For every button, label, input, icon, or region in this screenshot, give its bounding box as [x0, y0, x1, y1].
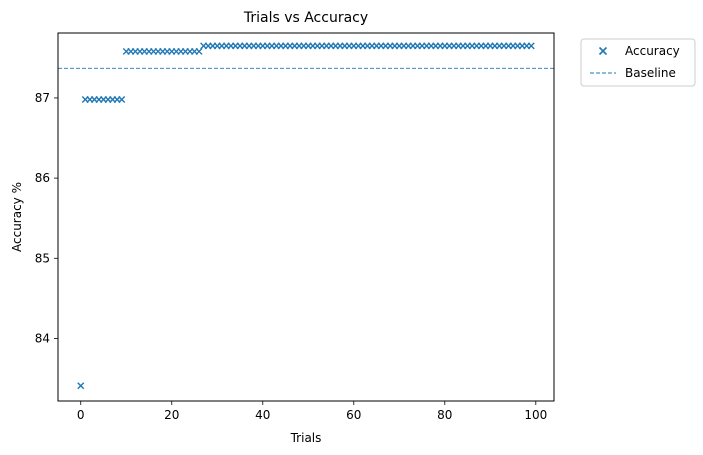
y-axis: 84 85 86 87 [35, 91, 58, 345]
legend-baseline-label: Baseline [625, 66, 676, 80]
plot-frame [57, 32, 555, 402]
y-tick-label: 84 [35, 331, 50, 345]
y-axis-label: Accuracy % [10, 182, 24, 252]
y-tick-label: 85 [35, 251, 50, 265]
x-axis: 0 20 40 60 80 100 [77, 401, 547, 422]
data-point [527, 42, 535, 50]
legend: Accuracy Baseline [580, 38, 696, 87]
x-tick-label: 80 [437, 408, 452, 422]
x-tick-label: 20 [164, 408, 179, 422]
y-tick-label: 86 [35, 171, 50, 185]
data-point [118, 96, 126, 104]
legend-accuracy-marker [598, 46, 608, 56]
x-tick-label: 40 [255, 408, 270, 422]
chart-title: Trials vs Accuracy [243, 10, 368, 26]
data-point [77, 382, 85, 390]
x-tick-label: 60 [346, 408, 361, 422]
legend-frame [580, 38, 696, 87]
y-tick-label: 87 [35, 91, 50, 105]
legend-accuracy-label: Accuracy [625, 44, 680, 58]
x-tick-label: 0 [77, 408, 85, 422]
x-tick-label: 100 [524, 408, 547, 422]
data-point [195, 47, 203, 55]
x-axis-label: Trials [290, 431, 322, 445]
plot-area [58, 42, 554, 390]
